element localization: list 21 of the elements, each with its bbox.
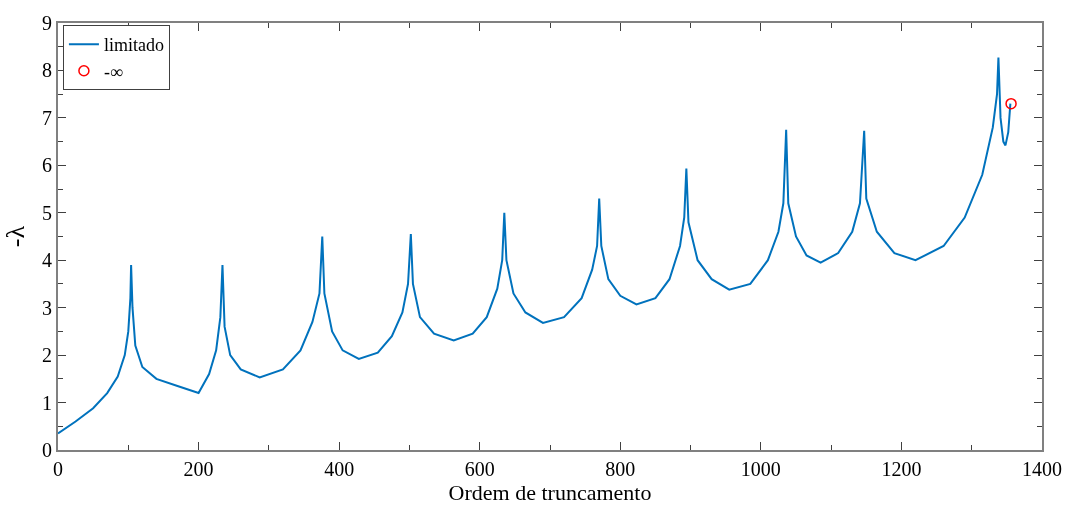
y-tick-label: 9 — [42, 12, 52, 34]
x-tick-label: 1400 — [1022, 458, 1062, 480]
x-axis-title: Ordem de truncamento — [448, 480, 652, 505]
y-tick-label: 5 — [42, 201, 52, 224]
y-tick-label: 3 — [42, 296, 52, 319]
x-tick-label: 400 — [324, 458, 355, 480]
x-tick-label: 800 — [605, 458, 636, 480]
x-tick-label: 600 — [464, 458, 495, 480]
x-tick-label: 1200 — [881, 458, 922, 480]
y-tick-label: 6 — [42, 154, 52, 177]
y-tick-label: 0 — [42, 439, 52, 461]
x-tick-label: 1000 — [740, 458, 781, 480]
legend-label: -∞ — [103, 61, 123, 82]
y-axis-title: -λ — [0, 225, 30, 248]
y-tick-label: 4 — [42, 249, 52, 272]
x-tick-label: 200 — [183, 458, 214, 480]
y-tick-label: 7 — [42, 106, 52, 129]
y-tick-label: 1 — [42, 391, 52, 414]
y-tick-label: 8 — [42, 59, 52, 82]
y-tick-label: 2 — [42, 344, 52, 367]
legend-label: limitado — [103, 35, 164, 56]
